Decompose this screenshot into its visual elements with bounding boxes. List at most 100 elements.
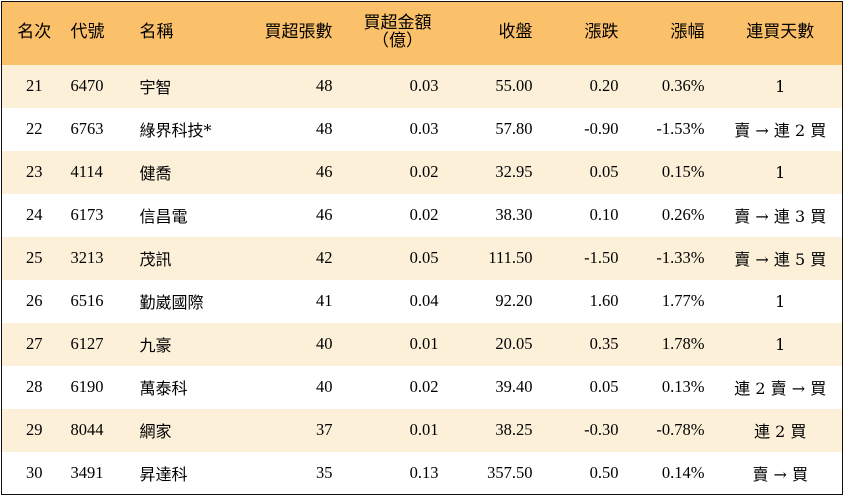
header-name: 名稱 <box>139 22 174 43</box>
header-net-buy-amount: 買超金額 （億） <box>339 2 445 65</box>
header-net-buy-amount-line1: 買超金額 <box>363 13 432 34</box>
header-net-buy-shares: 買超張數 <box>264 22 333 43</box>
header-change-pct: 漲幅 <box>670 22 705 43</box>
cell-net-buy-amount: 0.01 <box>409 420 439 439</box>
cell-change: 0.35 <box>589 334 619 353</box>
header-code: 代號 <box>70 22 105 43</box>
cell-consecutive-buy-days: 連 2 賣 → 買 <box>734 379 827 398</box>
cell-net-buy-shares: 41 <box>316 291 333 310</box>
table-row: 28 6190 萬泰科 40 0.02 39.40 0.05 0.13% 連 2 賣 → 買 <box>1 365 843 409</box>
cell-change-pct: 0.36% <box>661 76 705 95</box>
cell-net-buy-amount: 0.13 <box>409 462 439 482</box>
cell-change: 0.10 <box>589 205 619 224</box>
cell-code: 6470 <box>70 76 104 95</box>
cell-name: 網家 <box>139 422 172 441</box>
cell-change: -0.90 <box>584 119 619 138</box>
cell-net-buy-shares: 46 <box>316 205 333 224</box>
cell-name: 信昌電 <box>139 207 188 226</box>
cell-code: 6516 <box>70 291 104 310</box>
cell-change-pct: -1.53% <box>656 119 705 138</box>
cell-code: 6173 <box>70 205 104 224</box>
cell-rank: 24 <box>26 205 43 224</box>
cell-change-pct: -1.33% <box>656 248 705 267</box>
cell-rank: 22 <box>26 119 43 138</box>
cell-code: 8044 <box>70 420 104 439</box>
cell-close: 38.25 <box>495 420 533 439</box>
cell-code: 3491 <box>70 462 104 482</box>
cell-rank: 25 <box>26 248 43 267</box>
cell-code: 6190 <box>70 377 104 396</box>
cell-rank: 23 <box>26 162 43 181</box>
cell-change-pct: -0.78% <box>656 420 705 439</box>
cell-rank: 21 <box>26 76 43 95</box>
cell-net-buy-amount: 0.03 <box>409 119 439 138</box>
cell-close: 57.80 <box>495 119 533 138</box>
cell-consecutive-buy-days: 1 <box>775 291 786 311</box>
table-header: 名次 代號 名稱 買超張數 買超金額 （億） 收盤 漲跌 漲幅 連買天數 <box>1 1 843 65</box>
cell-close: 38.30 <box>495 205 533 224</box>
cell-consecutive-buy-days: 1 <box>775 76 786 96</box>
cell-change-pct: 0.26% <box>661 205 705 224</box>
cell-rank: 28 <box>26 377 43 396</box>
cell-consecutive-buy-days: 連 2 買 <box>754 422 807 441</box>
cell-net-buy-shares: 48 <box>316 119 333 138</box>
cell-change-pct: 1.77% <box>661 291 705 310</box>
cell-rank: 30 <box>26 462 43 482</box>
cell-consecutive-buy-days: 1 <box>775 334 786 354</box>
cell-code: 4114 <box>70 162 103 181</box>
header-row: 名次 代號 名稱 買超張數 買超金額 （億） 收盤 漲跌 漲幅 連買天數 <box>1 1 843 65</box>
cell-name: 萬泰科 <box>139 379 188 398</box>
header-net-buy-amount-line2: （億） <box>372 31 423 52</box>
cell-consecutive-buy-days: 賣 → 買 <box>752 464 809 484</box>
cell-change-pct: 1.78% <box>661 334 705 353</box>
cell-net-buy-amount: 0.05 <box>409 248 439 267</box>
table-row: 26 6516 勤崴國際 41 0.04 92.20 1.60 1.77% 1 <box>1 279 843 323</box>
cell-consecutive-buy-days: 賣 → 連 2 買 <box>734 121 827 140</box>
cell-net-buy-amount: 0.01 <box>409 334 439 353</box>
cell-name: 九豪 <box>139 336 172 355</box>
table-body: 21 6470 宇智 48 0.03 55.00 0.20 0.36% 1 22 6763 綠界科技*… <box>1 64 843 495</box>
table-row: 25 3213 茂訊 42 0.05 111.50 -1.50 -1.33% 賣 → 連 5 買 <box>1 236 843 280</box>
cell-close: 39.40 <box>495 377 533 396</box>
header-rank: 名次 <box>17 22 52 43</box>
cell-change: -1.50 <box>584 248 619 267</box>
table-row: 21 6470 宇智 48 0.03 55.00 0.20 0.36% 1 <box>1 64 843 108</box>
cell-change: 0.05 <box>589 162 619 181</box>
table-row: 23 4114 健喬 46 0.02 32.95 0.05 0.15% 1 <box>1 150 843 194</box>
cell-net-buy-amount: 0.02 <box>409 205 439 224</box>
cell-close: 32.95 <box>495 162 533 181</box>
header-consecutive-buy-days: 連買天數 <box>746 22 815 43</box>
cell-code: 3213 <box>70 248 104 267</box>
cell-change-pct: 0.13% <box>661 377 705 396</box>
cell-name: 勤崴國際 <box>139 293 204 312</box>
cell-net-buy-shares: 37 <box>316 420 333 439</box>
cell-close: 111.50 <box>488 248 533 267</box>
cell-net-buy-amount: 0.02 <box>409 162 439 181</box>
cell-rank: 26 <box>26 291 43 310</box>
cell-close: 92.20 <box>495 291 533 310</box>
cell-name: 健喬 <box>139 164 172 183</box>
header-change: 漲跌 <box>584 22 619 43</box>
cell-net-buy-shares: 48 <box>316 76 333 95</box>
cell-rank: 29 <box>26 420 43 439</box>
cell-net-buy-amount: 0.02 <box>409 377 439 396</box>
table-row: 29 8044 網家 37 0.01 38.25 -0.30 -0.78% 連 2 買 <box>1 408 843 452</box>
header-close: 收盤 <box>498 22 533 43</box>
cell-change-pct: 0.15% <box>661 162 705 181</box>
cell-name: 宇智 <box>139 78 172 97</box>
cell-net-buy-shares: 40 <box>316 377 333 396</box>
cell-net-buy-shares: 35 <box>316 462 333 482</box>
cell-consecutive-buy-days: 1 <box>775 162 786 182</box>
table-row: 30 3491 昇達科 35 0.13 357.50 0.50 0.14% 賣 → 買 <box>1 451 843 495</box>
cell-name: 昇達科 <box>139 464 188 484</box>
cell-close: 55.00 <box>495 76 533 95</box>
cell-code: 6763 <box>70 119 104 138</box>
cell-change: 0.20 <box>589 76 619 95</box>
cell-close: 357.50 <box>487 462 533 482</box>
cell-change: 1.60 <box>589 291 619 310</box>
cell-net-buy-shares: 40 <box>316 334 333 353</box>
table-row: 27 6127 九豪 40 0.01 20.05 0.35 1.78% 1 <box>1 322 843 366</box>
cell-consecutive-buy-days: 賣 → 連 5 買 <box>734 250 827 269</box>
cell-name: 茂訊 <box>139 250 172 269</box>
cell-net-buy-shares: 42 <box>316 248 333 267</box>
